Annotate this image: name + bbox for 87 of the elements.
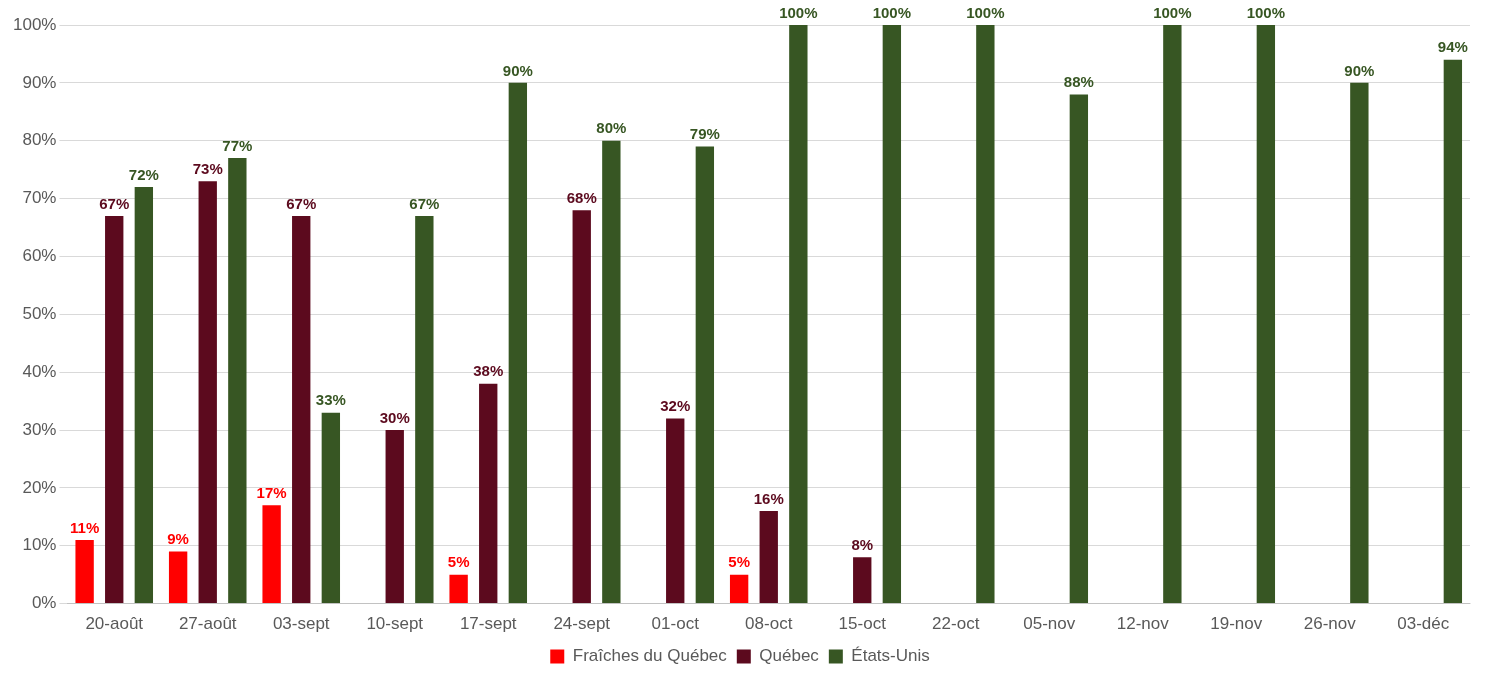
bar [1256,25,1276,604]
x-tick-label: 01-oct [651,614,700,634]
bar [262,505,281,604]
bar [321,412,341,604]
data-label: 67% [286,194,317,212]
data-label: 5% [447,553,470,571]
data-label: 16% [753,489,784,507]
y-tick-label: 90% [22,72,57,92]
bar [882,25,902,604]
bar [75,539,94,604]
data-label: 68% [566,188,597,206]
bar [759,511,778,604]
bar [105,215,124,604]
bar [1069,94,1089,604]
legend-label: États-Unis [851,646,930,666]
data-label: 33% [315,391,346,409]
data-label: 8% [851,535,874,553]
y-tick-label: 100% [13,14,57,34]
bar [292,215,311,604]
y-tick-label: 80% [22,130,57,150]
bar [789,25,808,604]
data-label: 80% [596,119,627,137]
y-tick-label: 20% [22,477,57,497]
x-tick-label: 03-déc [1397,614,1450,634]
data-label: 88% [1063,73,1094,91]
bar [853,557,872,604]
data-label: 90% [502,61,533,79]
bar [449,574,468,604]
bar [508,82,528,604]
x-tick-label: 12-nov [1116,614,1170,634]
data-label: 73% [192,159,223,177]
x-tick-label: 03-sept [272,614,330,634]
data-label: 67% [409,194,440,212]
y-tick-label: 60% [22,246,57,266]
data-label: 32% [660,397,691,415]
y-tick-label: 0% [31,593,57,613]
bar [695,146,715,604]
x-tick-label: 27-août [178,614,237,634]
x-tick-label: 20-août [85,614,144,634]
x-tick-label: 22-oct [932,614,980,634]
data-label: 72% [128,165,159,183]
bar [666,418,685,604]
bar [385,430,404,604]
bar [1163,25,1182,604]
bar [198,181,217,604]
data-label: 11% [70,518,100,536]
data-label: 38% [473,362,504,380]
bar [134,187,154,604]
data-label: 100% [966,3,1005,21]
bar [602,140,621,604]
data-label: 9% [167,530,189,548]
bar [1350,82,1369,604]
data-label: 67% [99,194,130,212]
x-tick-label: 24-sept [553,614,611,634]
data-label: 90% [1344,61,1375,79]
y-tick-label: 70% [22,188,57,208]
bar [572,210,591,604]
data-label: 100% [872,3,912,21]
data-label: 100% [779,3,818,21]
data-label: 77% [222,136,253,154]
y-tick-label: 50% [22,303,57,323]
bar [976,25,995,604]
x-tick-label: 10-sept [366,614,424,634]
y-tick-label: 10% [22,535,57,555]
data-label: 5% [728,553,750,571]
x-tick-label: 19-nov [1210,614,1263,634]
x-tick-label: 05-nov [1023,614,1076,634]
y-tick-label: 40% [22,361,57,381]
data-label: 17% [256,483,287,501]
x-tick-label: 08-oct [745,614,793,634]
bar [228,158,247,604]
data-label: 100% [1153,3,1192,21]
x-tick-label: 17-sept [459,614,517,634]
x-tick-label: 15-oct [838,614,887,634]
data-label: 79% [689,125,720,143]
bar [415,215,434,604]
y-tick-label: 30% [22,419,57,439]
bar [1443,59,1463,604]
data-label: 94% [1437,38,1468,56]
legend-label: Fraîches du Québec [572,646,728,666]
data-label: 30% [379,408,410,426]
bar [479,383,498,604]
bar [729,574,749,604]
legend-label: Québec [759,646,820,666]
x-tick-label: 26-nov [1303,614,1357,634]
bar [168,551,188,604]
data-label: 100% [1246,3,1286,21]
